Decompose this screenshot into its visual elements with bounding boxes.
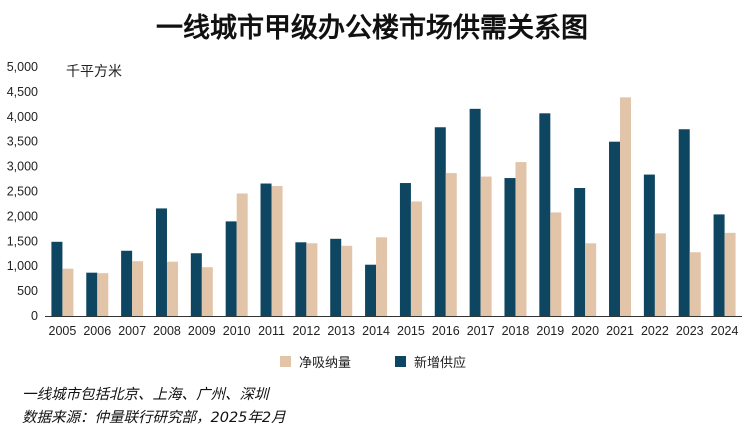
y-tick-label: 1,500 xyxy=(7,234,38,248)
y-tick-label: 1,000 xyxy=(7,259,38,273)
x-tick-label: 2024 xyxy=(711,324,739,338)
y-tick-label: 5,000 xyxy=(7,60,38,74)
legend-label-supply: 新增供应 xyxy=(414,356,467,371)
x-tick-label: 2018 xyxy=(502,324,530,338)
bar-absorption xyxy=(550,212,562,316)
y-axis: 0 500 1,000 1,500 2,000 2,500 3,000 3,500 4,000 4… xyxy=(7,60,38,323)
legend-item-absorption: 净吸纳量 xyxy=(280,352,351,371)
bar-absorption xyxy=(445,173,457,316)
bar-supply xyxy=(225,221,237,316)
legend-swatch-absorption xyxy=(280,356,291,367)
legend: 净吸纳量 新增供应 xyxy=(280,352,466,371)
x-tick-label: 2014 xyxy=(362,324,390,338)
bar-supply xyxy=(504,178,516,316)
bar-supply xyxy=(121,250,133,316)
bar-supply xyxy=(643,174,655,316)
bar-absorption xyxy=(376,237,388,316)
footnote-source: 数据来源：仲量联行研究部，2025年2月 xyxy=(22,410,286,426)
x-tick-label: 2009 xyxy=(188,324,216,338)
legend-swatch-supply xyxy=(395,356,407,367)
footnotes: 一线城市包括北京、上海、广州、深圳 数据来源：仲量联行研究部，2025年2月 xyxy=(22,384,286,430)
bars xyxy=(51,97,736,317)
x-tick-label: 2007 xyxy=(118,324,146,338)
legend-item-supply: 新增供应 xyxy=(395,352,466,371)
y-tick-label: 4,000 xyxy=(7,110,38,124)
legend-label-absorption: 净吸纳量 xyxy=(299,356,352,371)
chart-title: 一线城市甲级办公楼市场供需关系图 xyxy=(156,13,588,44)
x-tick-label: 2016 xyxy=(432,324,460,338)
bar-absorption xyxy=(201,267,213,316)
bar-absorption xyxy=(97,273,109,316)
bar-absorption xyxy=(585,243,597,316)
bar-absorption xyxy=(166,261,178,316)
y-axis-unit-label: 千平方米 xyxy=(66,64,122,80)
bar-supply xyxy=(434,127,446,317)
bar-supply xyxy=(539,113,551,317)
bar-absorption xyxy=(410,201,422,316)
y-tick-label: 0 xyxy=(31,309,38,323)
bar-supply xyxy=(295,242,307,316)
bar-absorption xyxy=(132,261,144,316)
x-tick-label: 2010 xyxy=(223,324,251,338)
bar-absorption xyxy=(306,243,318,316)
y-tick-label: 3,000 xyxy=(7,160,38,174)
bar-supply xyxy=(86,272,98,316)
bar-supply xyxy=(365,264,377,316)
bar-absorption xyxy=(654,233,666,316)
y-tick-label: 4,500 xyxy=(7,85,38,99)
bar-absorption xyxy=(236,193,248,316)
x-tick-label: 2021 xyxy=(606,324,634,338)
bar-supply xyxy=(51,241,63,316)
bar-absorption xyxy=(724,232,736,316)
bar-absorption xyxy=(620,97,632,317)
x-tick-label: 2022 xyxy=(641,324,669,338)
bar-supply xyxy=(155,208,167,316)
bar-absorption xyxy=(480,176,492,316)
bar-absorption xyxy=(341,245,353,316)
x-tick-label: 2008 xyxy=(153,324,181,338)
bar-absorption xyxy=(515,162,527,316)
x-tick-label: 2019 xyxy=(536,324,564,338)
y-tick-label: 500 xyxy=(17,284,38,298)
y-tick-label: 3,500 xyxy=(7,135,38,149)
footnote-coverage: 一线城市包括北京、上海、广州、深圳 xyxy=(22,387,269,403)
x-tick-label: 2023 xyxy=(676,324,704,338)
bar-supply xyxy=(190,253,202,316)
x-tick-label: 2011 xyxy=(258,324,285,338)
bar-supply xyxy=(713,214,725,316)
bar-absorption xyxy=(689,252,701,316)
bar-supply xyxy=(469,108,481,316)
bar-supply xyxy=(609,141,621,316)
y-tick-label: 2,500 xyxy=(7,185,38,199)
x-tick-label: 2017 xyxy=(467,324,495,338)
bar-supply xyxy=(574,188,586,316)
x-tick-label: 2006 xyxy=(83,324,111,338)
bar-absorption xyxy=(271,186,283,316)
x-tick-label: 2013 xyxy=(327,324,355,338)
bar-absorption xyxy=(62,268,74,316)
bar-supply xyxy=(678,129,690,316)
x-tick-label: 2012 xyxy=(292,324,320,338)
bar-supply xyxy=(399,183,411,316)
x-tick-label: 2005 xyxy=(49,324,77,338)
bar-supply xyxy=(260,183,272,316)
x-tick-label: 2020 xyxy=(571,324,599,338)
bar-supply xyxy=(330,238,342,316)
y-tick-label: 2,000 xyxy=(7,209,38,223)
x-axis: 2005 2006 2007 2008 2009 2010 2011 2012 2013 2014… xyxy=(45,316,742,338)
x-tick-label: 2015 xyxy=(397,324,425,338)
